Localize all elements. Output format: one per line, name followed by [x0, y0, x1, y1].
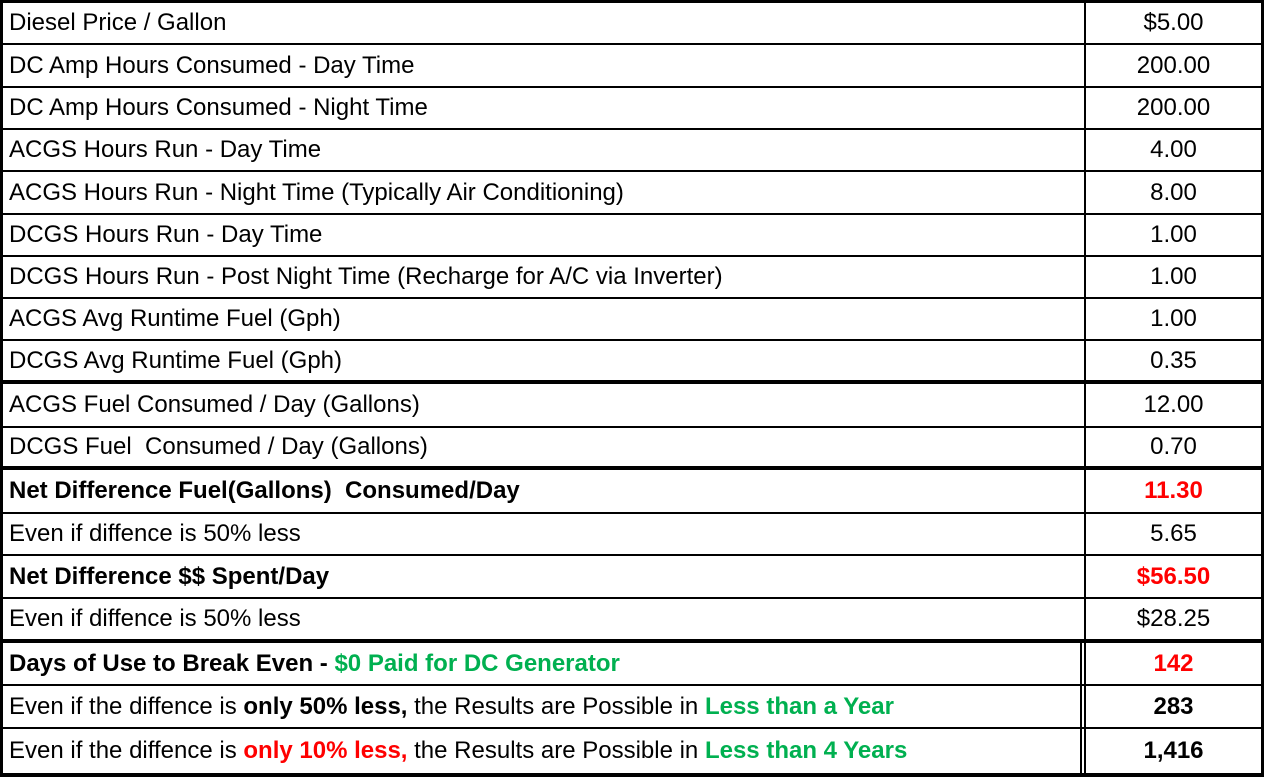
row-value: 1.00	[1150, 263, 1197, 290]
label-text: $0 Paid for DC Generator	[334, 649, 620, 677]
label-text: DC Amp Hours Consumed - Day Time	[9, 51, 415, 79]
label-text: Net Difference Fuel(Gallons) Consumed/Da…	[9, 477, 520, 504]
label-text: Even if diffence is 50% less	[9, 605, 301, 632]
table-row: DC Amp Hours Consumed - Day Time 200.00	[3, 45, 1261, 88]
label-text: Even if the diffence is	[9, 692, 244, 720]
row-label: DCGS Hours Run - Day Time	[3, 215, 1086, 255]
row-value: 1.00	[1150, 305, 1197, 332]
label-text: DC Amp Hours Consumed - Night Time	[9, 94, 428, 121]
row-label: Even if the diffence is only 10% less, t…	[3, 729, 1086, 773]
table-row: Even if diffence is 50% less 5.65	[3, 514, 1261, 556]
row-label: Even if diffence is 50% less	[3, 599, 1086, 639]
row-value: 200.00	[1136, 94, 1211, 121]
row-value: 12.00	[1143, 391, 1204, 418]
label-text: DCGS Hours Run - Post Night Time (Rechar…	[9, 263, 723, 290]
label-text: Less than 4 Years	[704, 737, 908, 764]
label-text: ACGS Hours Run - Day Time	[9, 136, 322, 163]
table-row: Net Difference Fuel(Gallons) Consumed/Da…	[3, 470, 1261, 514]
row-label: ACGS Avg Runtime Fuel (Gph)	[3, 299, 1086, 339]
row-value: $56.50	[1136, 562, 1211, 590]
label-text: only 10% less,	[243, 737, 408, 764]
table-row: ACGS Hours Run - Night Time (Typically A…	[3, 172, 1261, 215]
row-label: Even if the diffence is only 50% less, t…	[3, 686, 1086, 727]
table-row: ACGS Fuel Consumed / Day (Gallons) 12.00	[3, 384, 1261, 428]
label-text: the Results are Possible in	[407, 692, 705, 720]
row-label: Even if diffence is 50% less	[3, 514, 1086, 554]
row-label: DCGS Fuel Consumed / Day (Gallons)	[3, 428, 1086, 466]
label-text: DCGS Fuel Consumed / Day (Gallons)	[9, 433, 428, 460]
table-row: Days of Use to Break Even - $0 Paid for …	[3, 643, 1261, 686]
row-label: DC Amp Hours Consumed - Night Time	[3, 88, 1086, 128]
label-text: Even if the diffence is	[9, 737, 244, 764]
row-value: 8.00	[1150, 178, 1197, 206]
row-label: Days of Use to Break Even - $0 Paid for …	[3, 643, 1086, 684]
row-label: ACGS Hours Run - Night Time (Typically A…	[3, 172, 1086, 213]
row-value: 0.35	[1150, 346, 1197, 374]
row-label: DC Amp Hours Consumed - Day Time	[3, 45, 1086, 86]
label-text: Diesel Price / Gallon	[9, 9, 227, 36]
row-value: 283	[1153, 692, 1194, 720]
label-text: DCGS Hours Run - Day Time	[9, 221, 323, 248]
table-row: Even if the diffence is only 50% less, t…	[3, 686, 1261, 729]
row-label: Net Difference Fuel(Gallons) Consumed/Da…	[3, 470, 1086, 512]
label-text: Days of Use to Break Even -	[9, 649, 335, 677]
table-row: ACGS Hours Run - Day Time 4.00	[3, 130, 1261, 172]
row-value: 142	[1153, 649, 1194, 677]
row-label: Net Difference $$ Spent/Day	[3, 556, 1086, 597]
table-row: DCGS Hours Run - Day Time 1.00	[3, 215, 1261, 257]
row-value: $5.00	[1143, 9, 1204, 36]
label-text: the Results are Possible in	[407, 737, 705, 764]
row-value: 11.30	[1144, 477, 1203, 504]
row-value: 0.70	[1150, 433, 1197, 460]
row-value: 1.00	[1150, 221, 1197, 248]
table-row: Diesel Price / Gallon $5.00	[3, 3, 1261, 45]
row-value: $28.25	[1136, 605, 1211, 632]
table-row: DCGS Avg Runtime Fuel (Gph) 0.35	[3, 341, 1261, 384]
label-text: ACGS Hours Run - Night Time (Typically A…	[9, 178, 624, 206]
row-label: ACGS Fuel Consumed / Day (Gallons)	[3, 384, 1086, 426]
label-text: Even if diffence is 50% less	[9, 520, 301, 547]
table-row: Net Difference $$ Spent/Day $56.50	[3, 556, 1261, 599]
table-row: DCGS Hours Run - Post Night Time (Rechar…	[3, 257, 1261, 299]
row-value: 4.00	[1150, 136, 1197, 163]
label-text: ACGS Avg Runtime Fuel (Gph)	[9, 305, 341, 332]
label-text: only 50% less,	[243, 692, 408, 720]
label-text: DCGS Avg Runtime Fuel (Gph)	[9, 346, 343, 374]
row-label: DCGS Avg Runtime Fuel (Gph)	[3, 341, 1086, 380]
label-text: ACGS Fuel Consumed / Day (Gallons)	[9, 391, 420, 418]
table-row: DCGS Fuel Consumed / Day (Gallons) 0.70	[3, 428, 1261, 470]
row-value: 5.65	[1150, 520, 1197, 547]
row-value: 1,416	[1143, 737, 1204, 764]
row-label: DCGS Hours Run - Post Night Time (Rechar…	[3, 257, 1086, 297]
label-text: Less than a Year	[704, 692, 894, 720]
row-label: ACGS Hours Run - Day Time	[3, 130, 1086, 170]
label-text: Net Difference $$ Spent/Day	[9, 562, 330, 590]
table-row: ACGS Avg Runtime Fuel (Gph) 1.00	[3, 299, 1261, 341]
table-row: Even if the diffence is only 10% less, t…	[3, 729, 1261, 773]
row-label: Diesel Price / Gallon	[3, 3, 1086, 43]
table-row: DC Amp Hours Consumed - Night Time 200.00	[3, 88, 1261, 130]
table-row: Even if diffence is 50% less $28.25	[3, 599, 1261, 643]
row-value: 200.00	[1136, 51, 1211, 79]
